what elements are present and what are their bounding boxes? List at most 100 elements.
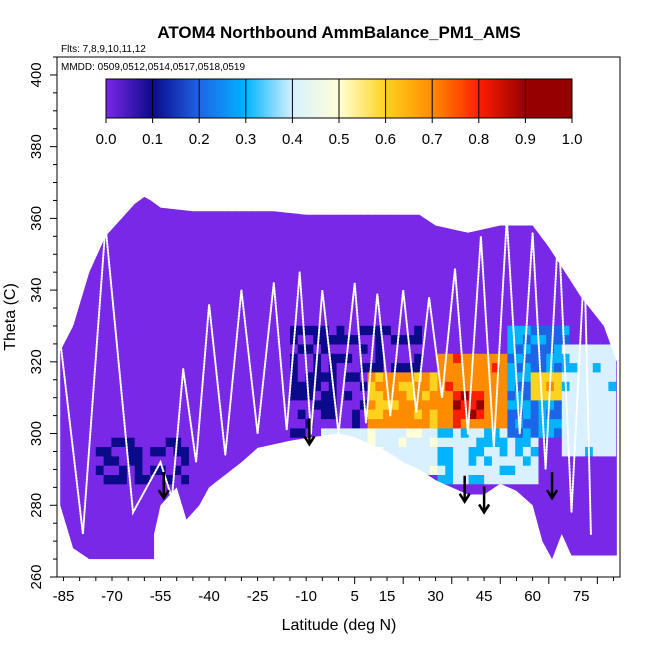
heatmap-cell-1183 — [274, 502, 283, 513]
heatmap-cell-1826 — [390, 381, 400, 392]
heatmap-cell-2754 — [561, 343, 571, 354]
heatmap-cell-2671 — [546, 334, 555, 345]
heatmap-cell-1637 — [352, 185, 360, 195]
heatmap-cell-967 — [235, 558, 244, 560]
heatmap-cell-1936 — [414, 530, 423, 541]
heatmap-cell-2520 — [523, 568, 531, 578]
heatmap-cell-56 — [64, 437, 74, 447]
heatmap-cell-802 — [204, 530, 213, 541]
heatmap-cell-1000 — [235, 250, 244, 261]
heatmap-cell-2376 — [491, 343, 501, 354]
heatmap-cell-446 — [134, 325, 144, 336]
heatmap-cell-192 — [88, 343, 97, 354]
heatmap-cell-2459 — [507, 353, 516, 364]
heatmap-cell-408 — [126, 288, 136, 298]
heatmap-cell-168 — [88, 568, 96, 578]
heatmap-cell-1096 — [258, 530, 268, 541]
heatmap-cell-2132 — [445, 269, 454, 280]
heatmap-cell-2287 — [476, 390, 485, 401]
heatmap-cell-2816 — [577, 549, 586, 559]
heatmap-cell-989 — [235, 353, 244, 364]
heatmap-cell-1948 — [414, 418, 423, 429]
heatmap-cell-684 — [181, 455, 190, 466]
heatmap-cell-1794 — [383, 288, 392, 298]
heatmap-cell-1635 — [352, 204, 361, 214]
heatmap-cell-1265 — [290, 521, 299, 531]
x-tick-label-4: -25 — [247, 588, 269, 605]
heatmap-cell-2296 — [476, 306, 485, 317]
heatmap-cell-2002 — [422, 306, 431, 317]
heatmap-cell-2777 — [569, 521, 578, 531]
heatmap-cell-417 — [126, 204, 136, 214]
heatmap-cell-2604 — [539, 568, 547, 578]
heatmap-cell-516 — [150, 455, 159, 466]
heatmap-cell-251 — [96, 185, 104, 195]
heatmap-cell-1290 — [290, 288, 299, 298]
heatmap-cell-1189 — [274, 446, 283, 457]
heatmap-cell-1523 — [336, 465, 345, 475]
heatmap-cell-2925 — [592, 315, 602, 326]
heatmap-cell-470 — [142, 493, 151, 503]
heatmap-cell-940 — [227, 418, 237, 429]
heatmap-cell-1222 — [282, 530, 291, 541]
heatmap-cell-589 — [165, 558, 175, 560]
heatmap-cell-2529 — [522, 483, 532, 494]
heatmap-cell-258 — [103, 511, 112, 522]
heatmap-cell-2294 — [476, 325, 485, 336]
heatmap-cell-2628 — [538, 343, 547, 354]
heatmap-cell-1088 — [251, 213, 260, 224]
heatmap-cell-17 — [60, 409, 66, 420]
heatmap-cell-2154 — [453, 455, 462, 466]
heatmap-cell-352 — [119, 418, 128, 429]
heatmap-cell-27 — [60, 315, 66, 326]
heatmap-cell-784 — [196, 306, 206, 317]
heatmap-cell-2514 — [515, 232, 524, 242]
heatmap-cell-2918 — [592, 381, 602, 392]
heatmap-cell-480 — [142, 399, 151, 410]
heatmap-cell-364 — [119, 306, 128, 317]
heatmap-cell-2213 — [460, 297, 470, 308]
heatmap-cell-2767 — [561, 222, 571, 233]
heatmap-cell-2308 — [476, 196, 485, 205]
heatmap-cell-1935 — [414, 539, 423, 550]
heatmap-cell-1594 — [344, 196, 353, 205]
heatmap-cell-1838 — [390, 269, 400, 280]
heatmap-cell-800 — [204, 549, 213, 559]
heatmap-cell-2970 — [600, 288, 609, 298]
heatmap-cell-848 — [212, 493, 221, 503]
heatmap-cell-327 — [111, 260, 120, 270]
heatmap-cell-1641 — [359, 539, 369, 550]
heatmap-cell-2943 — [600, 539, 609, 550]
heatmap-cell-934 — [227, 474, 237, 485]
heatmap-cell-2589 — [530, 315, 540, 326]
heatmap-cell-141 — [80, 427, 89, 438]
heatmap-cell-906 — [220, 343, 229, 354]
heatmap-cell-2973 — [600, 260, 609, 270]
heatmap-cell-678 — [181, 511, 190, 522]
heatmap-cell-1337 — [297, 241, 307, 252]
heatmap-cell-2991 — [608, 483, 617, 494]
heatmap-cell-234 — [95, 343, 105, 354]
heatmap-cell-1030 — [243, 362, 252, 373]
heatmap-cell-1318 — [297, 418, 307, 429]
heatmap-cell-1104 — [258, 455, 268, 466]
heatmap-cell-512 — [150, 493, 159, 503]
heatmap-cell-444 — [134, 343, 144, 354]
heatmap-cell-2102 — [445, 549, 454, 559]
heatmap-cell-2707 — [554, 390, 563, 401]
heatmap-cell-2029 — [429, 446, 439, 457]
heatmap-cell-2146 — [453, 530, 462, 541]
heatmap-cell-2378 — [491, 325, 501, 336]
heatmap-cell-2774 — [569, 549, 578, 559]
heatmap-cell-206 — [88, 213, 97, 224]
heatmap-cell-1622 — [352, 325, 361, 336]
heatmap-cell-1324 — [297, 362, 307, 373]
heatmap-cell-842 — [212, 549, 221, 559]
heatmap-cell-248 — [95, 213, 105, 224]
heatmap-cell-1508 — [328, 213, 338, 224]
heatmap-cell-2972 — [600, 269, 609, 280]
heatmap-cell-2554 — [522, 250, 532, 261]
heatmap-cell-1633 — [352, 222, 361, 233]
heatmap-cell-1823 — [390, 409, 400, 420]
heatmap-cell-2968 — [600, 306, 609, 317]
